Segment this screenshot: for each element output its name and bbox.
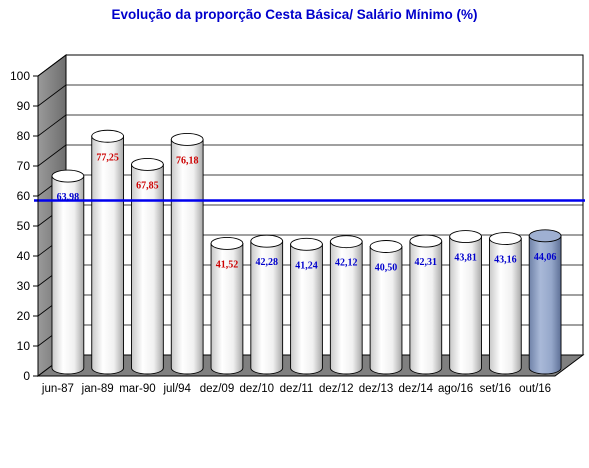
bar	[528, 229, 562, 375]
y-tick-label: 60	[17, 189, 31, 203]
bar	[449, 230, 482, 375]
x-tick-label: dez/10	[239, 383, 274, 395]
bar-top	[250, 234, 284, 248]
x-tick-label: dez/14	[399, 383, 434, 395]
data-label: 44,06	[534, 252, 557, 263]
data-labels: 63,98 77,25 67,85 76,18 41,52 42,28 41,24 42,12…	[57, 152, 557, 273]
y-tick-label: 30	[17, 279, 31, 293]
bar-body	[528, 235, 562, 375]
data-label: 43,16	[494, 255, 517, 266]
bar-top	[210, 236, 244, 250]
data-label: 76,18	[176, 155, 199, 166]
x-tick-label: jun-87	[41, 383, 74, 395]
x-axis: jun-87 jan-89 mar-90 jul/94 dez/09 dez/10 dez/…	[38, 375, 555, 395]
data-label: 77,25	[96, 152, 119, 163]
gridline-side	[37, 144, 67, 167]
y-tick-label: 70	[17, 159, 31, 173]
y-axis: 0 10 20 30 40 50 60 70 80 90 100	[10, 69, 39, 383]
bar	[409, 234, 443, 375]
data-label: 41,24	[295, 260, 318, 271]
bar-body	[369, 246, 403, 375]
bar	[210, 236, 244, 375]
bar	[369, 240, 403, 375]
x-tick-label: dez/12	[319, 383, 354, 395]
bar-body	[91, 135, 125, 375]
bar-top	[91, 129, 125, 143]
data-label: 63,98	[57, 192, 80, 203]
bar-top	[290, 237, 323, 251]
bar	[51, 169, 85, 375]
y-tick-label: 10	[17, 339, 31, 353]
bar	[170, 133, 204, 375]
bar-top	[170, 133, 204, 146]
data-label: 42,28	[255, 257, 278, 268]
y-tick-label: 90	[17, 99, 31, 113]
bar-body	[210, 242, 244, 375]
bar-top	[528, 229, 562, 243]
bar-body	[290, 243, 323, 375]
chart-title: Evolução da proporção Cesta Básica/ Salá…	[111, 7, 478, 22]
gridline-side	[37, 84, 67, 107]
bar-body	[488, 238, 522, 375]
gridline-side	[37, 54, 67, 77]
y-tick-label: 100	[10, 69, 30, 83]
bar-top	[51, 169, 85, 183]
x-tick-label: ago/16	[438, 383, 473, 395]
x-tick-label: dez/09	[200, 383, 235, 395]
data-label: 42,12	[335, 258, 358, 269]
bar-top	[369, 240, 403, 253]
bar-body	[409, 240, 443, 375]
x-tick-label: dez/13	[359, 383, 394, 395]
bar-body	[170, 139, 204, 375]
bar-top	[131, 157, 164, 171]
y-tick-label: 80	[17, 129, 31, 143]
y-tick-label: 20	[17, 309, 31, 323]
bar	[91, 129, 125, 375]
y-tick-label: 40	[17, 249, 31, 263]
x-tick-label: set/16	[480, 383, 511, 395]
bar	[290, 237, 323, 375]
bar	[250, 234, 284, 375]
bar-top	[409, 234, 443, 248]
bar-top	[449, 230, 482, 244]
data-label: 40,50	[375, 263, 398, 274]
data-label: 41,52	[216, 259, 239, 270]
bar	[488, 232, 522, 375]
x-tick-label: jul/94	[162, 383, 191, 395]
bar	[131, 157, 164, 375]
bar-body	[449, 236, 482, 375]
bar-top	[329, 235, 363, 249]
x-tick-label: mar-90	[119, 383, 155, 395]
bar	[329, 235, 363, 375]
gridline-side	[37, 114, 67, 137]
x-tick-label: out/16	[519, 383, 551, 395]
bar-body	[51, 175, 85, 375]
y-tick-label: 0	[23, 369, 30, 383]
bar-body	[329, 241, 363, 375]
data-label: 42,31	[415, 257, 438, 268]
data-label: 43,81	[454, 253, 477, 264]
bar-top	[488, 232, 522, 245]
data-label: 67,85	[136, 180, 159, 191]
bars	[51, 129, 562, 375]
bar-body	[250, 240, 284, 375]
x-tick-label: dez/11	[280, 383, 314, 395]
x-tick-label: jan-89	[81, 383, 114, 395]
bar-body	[131, 164, 164, 375]
y-tick-label: 50	[17, 219, 31, 233]
